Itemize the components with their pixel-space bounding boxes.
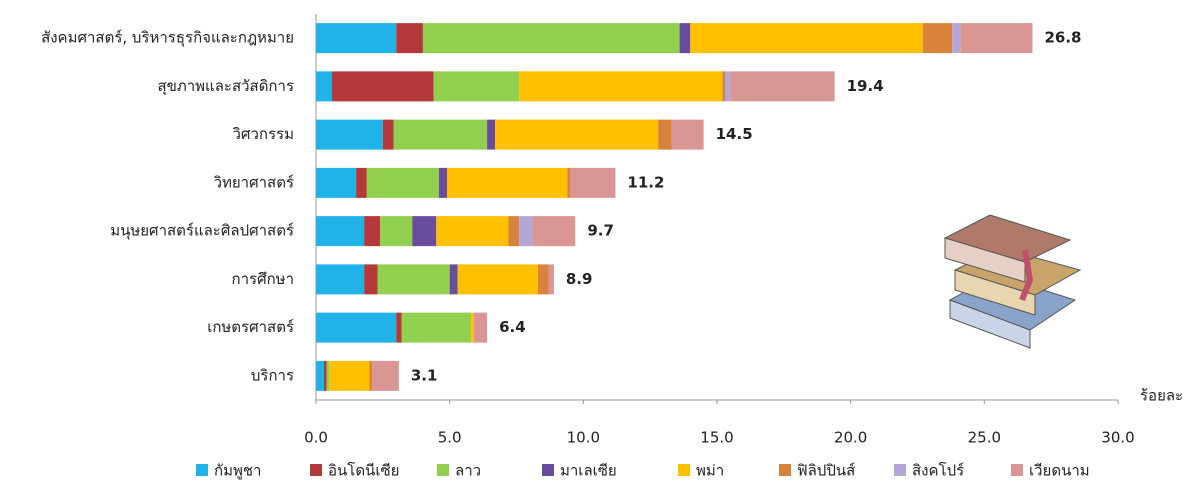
y-tick-label: สุขภาพและสวัสดิการ	[157, 77, 294, 96]
bar-segment	[401, 312, 472, 343]
legend-label: มาเลเซีย	[560, 462, 617, 480]
bar-segment	[960, 23, 1033, 54]
y-tick-label: วิทยาศาสตร์	[213, 173, 294, 191]
bar-segment	[495, 119, 659, 150]
bar-segment	[382, 119, 394, 150]
legend-swatch	[310, 464, 322, 476]
bar-segment	[508, 216, 520, 247]
bar-segment	[567, 167, 570, 198]
bar-segment	[316, 360, 325, 391]
x-tick-label: 15.0	[700, 429, 733, 447]
bar-segment	[569, 167, 616, 198]
y-tick-label: สังคมศาสตร์, บริหารธุรกิจและกฎหมาย	[41, 29, 294, 48]
legend-label: สิงคโปร์	[912, 462, 964, 480]
bar-segment	[438, 167, 447, 198]
bar-segment	[366, 167, 439, 198]
bar-segment	[658, 119, 672, 150]
bar-segment	[446, 167, 568, 198]
bar-segment	[671, 119, 704, 150]
legend-label: อินโดนีเซีย	[328, 462, 399, 480]
bar-segment	[316, 312, 397, 343]
total-label: 8.9	[566, 270, 593, 288]
bar-segment	[316, 119, 383, 150]
legend-label: กัมพูชา	[214, 462, 261, 480]
bar-segment	[316, 216, 365, 247]
bar-segment	[316, 23, 397, 54]
bar-segment	[332, 71, 434, 102]
x-tick-label: 20.0	[834, 429, 867, 447]
total-label: 26.8	[1044, 29, 1081, 47]
bar-segment	[519, 71, 723, 102]
bar-segment	[532, 216, 576, 247]
legend-swatch	[542, 464, 554, 476]
bar-segment	[519, 216, 533, 247]
bar-segment	[422, 23, 680, 54]
total-label: 19.4	[847, 77, 884, 95]
bar-segment	[326, 360, 330, 391]
bar-segment	[364, 216, 381, 247]
bar-segment	[369, 360, 373, 391]
bar-segment	[316, 71, 333, 102]
legend-label: ลาว	[455, 462, 481, 480]
x-tick-label: 30.0	[1101, 429, 1134, 447]
bar-segment	[316, 167, 357, 198]
bar-segment	[679, 23, 691, 54]
total-label: 11.2	[627, 173, 664, 191]
bar-segment	[316, 264, 365, 295]
x-tick-label: 0.0	[304, 429, 328, 447]
bar-segment	[324, 360, 327, 391]
y-tick-label: เกษตรศาสตร์	[207, 318, 294, 336]
bar-segment	[725, 71, 731, 102]
y-tick-label: วิศวกรรม	[232, 125, 294, 143]
total-label: 6.4	[499, 318, 526, 336]
bar-segment	[393, 119, 488, 150]
bar-segment	[730, 71, 835, 102]
bar-segment	[922, 23, 953, 54]
bar-segment	[471, 312, 474, 343]
legend-swatch	[1011, 464, 1023, 476]
bar-segment	[436, 216, 509, 247]
legend-swatch	[894, 464, 906, 476]
legend-label: พม่า	[696, 462, 724, 480]
total-label: 14.5	[716, 125, 753, 143]
bar-segment	[690, 23, 923, 54]
bar-segment	[537, 264, 549, 295]
bar-segment	[548, 264, 554, 295]
total-label: 3.1	[411, 366, 438, 384]
bar-segment	[356, 167, 367, 198]
books-clipart	[943, 214, 1082, 349]
legend-swatch	[779, 464, 791, 476]
bar-segment	[364, 264, 378, 295]
y-tick-label: การศึกษา	[232, 270, 294, 288]
x-axis-label: ร้อยละ	[1140, 387, 1183, 405]
bar-segment	[722, 71, 726, 102]
bar-segment	[372, 360, 399, 391]
y-tick-label: มนุษยศาสตร์และศิลปศาสตร์	[110, 222, 294, 241]
bar-segment	[329, 360, 370, 391]
legend-swatch	[678, 464, 690, 476]
legend-label: เวียดนาม	[1029, 462, 1090, 480]
bar-segment	[433, 71, 520, 102]
bar-segment	[396, 23, 423, 54]
bar-segment	[457, 264, 538, 295]
x-tick-label: 10.0	[567, 429, 600, 447]
total-label: 9.7	[587, 222, 614, 240]
x-tick-label: 25.0	[968, 429, 1001, 447]
bar-segment	[380, 216, 413, 247]
bar-segment	[449, 264, 458, 295]
bar-segment	[377, 264, 450, 295]
bar-segment	[473, 312, 488, 343]
bar-segment	[952, 23, 961, 54]
legend-swatch	[437, 464, 449, 476]
bar-segment	[396, 312, 402, 343]
legend-swatch	[196, 464, 208, 476]
legend-label: ฟิลิปปินส์	[797, 462, 855, 480]
y-tick-label: บริการ	[251, 366, 294, 384]
x-tick-label: 5.0	[438, 429, 462, 447]
bar-segment	[412, 216, 437, 247]
bar-segment	[487, 119, 496, 150]
